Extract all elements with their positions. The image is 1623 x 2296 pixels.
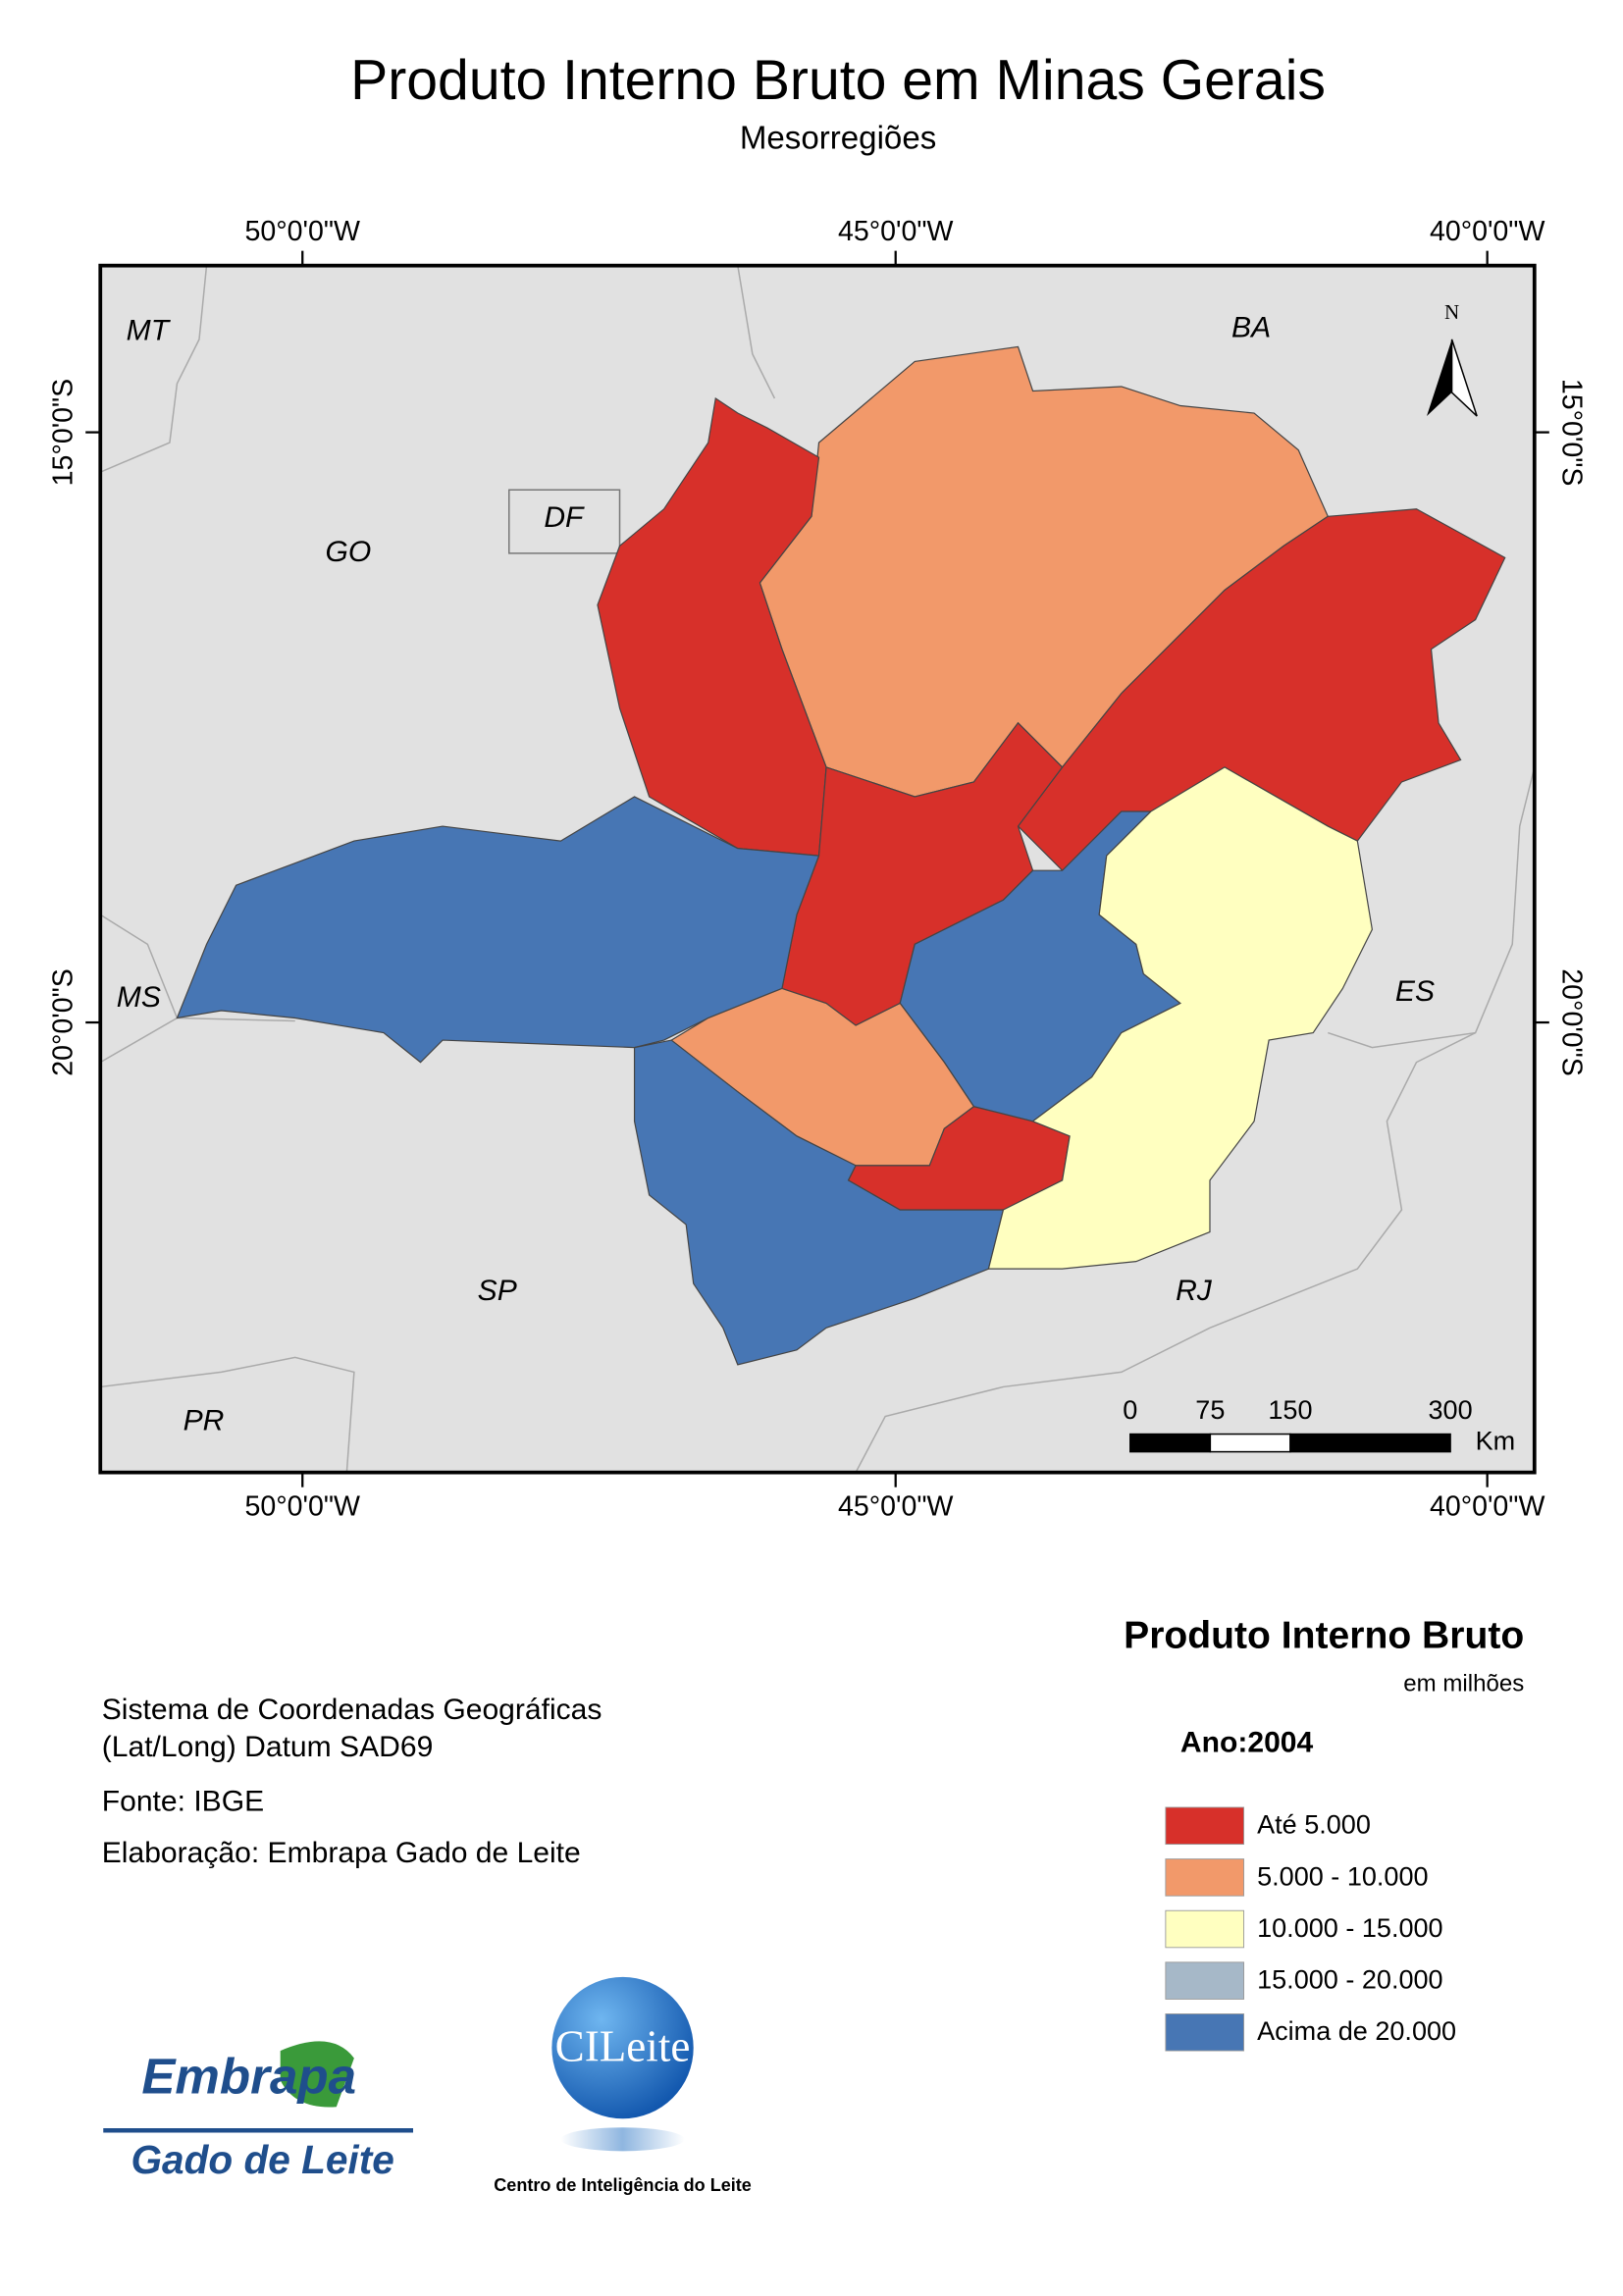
scale-label: 0 xyxy=(1123,1395,1137,1425)
logo-text: CILeite xyxy=(555,2021,691,2070)
note: Sistema de Coordenadas Geográficas xyxy=(102,1694,602,1726)
note: Elaboração: Embrapa Gado de Leite xyxy=(102,1837,581,1869)
region-sul xyxy=(633,1039,1005,1366)
legend: Até 5.000 5.000 - 10.000 10.000 - 15.000 15… xyxy=(1165,1806,1456,2052)
logo-text: Gado de Leite xyxy=(131,2137,393,2182)
latitude-label: 20°0'0"S xyxy=(48,968,79,1076)
place-label: RJ xyxy=(1176,1275,1213,1307)
legend-label: 15.000 - 20.000 xyxy=(1257,1965,1443,1995)
legend-label: 10.000 - 15.000 xyxy=(1257,1913,1443,1943)
logo-leaf xyxy=(280,2041,354,2108)
legend-swatch xyxy=(1165,1961,1245,2000)
place-label: MS xyxy=(117,981,161,1014)
place-label: SP xyxy=(478,1275,517,1307)
embrapa-logo: Embrapa Gado de Leite xyxy=(103,2041,414,2182)
logo-circle xyxy=(551,1976,694,2119)
legend-swatch xyxy=(1165,1858,1245,1897)
scale-label: 75 xyxy=(1195,1395,1225,1425)
north-arrow xyxy=(1450,339,1478,417)
region-mata xyxy=(987,766,1374,1270)
place-label: BA xyxy=(1231,311,1271,343)
place-label: GO xyxy=(325,536,371,568)
legend-label: Até 5.000 xyxy=(1257,1810,1371,1840)
place-label: PR xyxy=(183,1404,225,1436)
longitude-label: 40°0'0"W xyxy=(1430,216,1545,247)
legend-subtitle: em milhões xyxy=(1403,1671,1524,1697)
legend-title: Produto Interno Bruto xyxy=(1124,1614,1524,1656)
latitude-label: 15°0'0"S xyxy=(48,379,79,487)
legend-swatch xyxy=(1165,1909,1245,1949)
map-frame xyxy=(98,263,1537,1475)
scale-segment xyxy=(1289,1433,1451,1453)
place-label: DF xyxy=(544,501,585,534)
logo-text: Embrapa xyxy=(141,2049,356,2105)
cileite-logo: CILeite Centro de Inteligência do Leite xyxy=(494,1976,752,2195)
place-label: ES xyxy=(1395,975,1435,1008)
region-triangulo xyxy=(176,796,820,1064)
latitude-label: 15°0'0"S xyxy=(1555,379,1587,487)
north-label: N xyxy=(1444,300,1459,324)
latitude-label: 20°0'0"S xyxy=(1555,968,1587,1076)
minas-gerais xyxy=(176,345,1506,1366)
scale-segment xyxy=(1129,1433,1212,1453)
state-borders xyxy=(99,265,1536,1473)
place-label: MT xyxy=(127,314,172,346)
scale-label: 300 xyxy=(1429,1395,1473,1425)
logo-text: Centro de Inteligência do Leite xyxy=(494,2175,752,2195)
title: Produto Interno Bruto em Minas Gerais xyxy=(350,49,1326,112)
legend-year: Ano:2004 xyxy=(1180,1726,1314,1758)
logo-shadow xyxy=(560,2127,685,2152)
scale-segment xyxy=(1209,1433,1291,1453)
longitude-label: 45°0'0"W xyxy=(838,1490,954,1522)
legend-label: 5.000 - 10.000 xyxy=(1257,1861,1428,1891)
note: (Lat/Long) Datum SAD69 xyxy=(102,1731,434,1763)
longitude-label: 40°0'0"W xyxy=(1430,1490,1545,1522)
note: Fonte: IBGE xyxy=(102,1785,264,1817)
legend-swatch xyxy=(1165,1806,1245,1846)
legend-swatch xyxy=(1165,2013,1245,2052)
longitude-label: 50°0'0"W xyxy=(245,1490,361,1522)
longitude-label: 50°0'0"W xyxy=(245,216,361,247)
legend-label: Acima de 20.000 xyxy=(1257,2016,1456,2046)
scale-unit: Km xyxy=(1476,1427,1516,1456)
subtitle: Mesorregiões xyxy=(740,121,936,157)
graticule-ticks xyxy=(85,250,1549,1487)
scale-label: 150 xyxy=(1268,1395,1312,1425)
longitude-label: 45°0'0"W xyxy=(838,216,954,247)
